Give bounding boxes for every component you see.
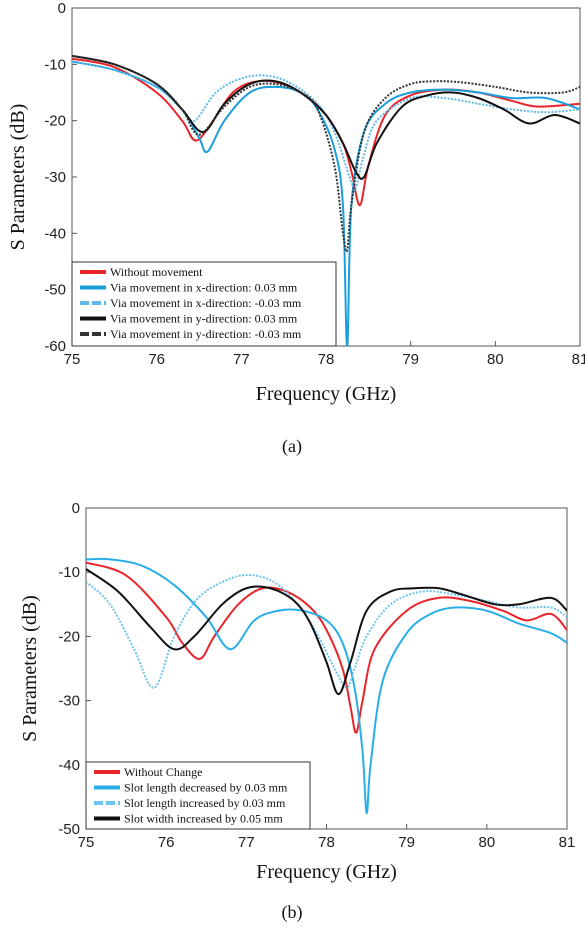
- y-tick-label: -40: [58, 757, 80, 774]
- legend: [85, 761, 311, 830]
- legend-label: Without movement: [110, 265, 203, 279]
- panel-caption: (a): [282, 436, 302, 457]
- x-tick-label: 81: [559, 834, 576, 851]
- series-line-3: [72, 54, 580, 180]
- y-tick-label: -30: [44, 169, 66, 186]
- chart-a: 75 76 77 78 79 80 81 0 -10 -20 -30 -40 -50 -60 Frequen…: [7, 0, 585, 457]
- x-tick-label: 76: [148, 351, 165, 368]
- x-tick-label: 79: [402, 351, 419, 368]
- x-tick-label: 78: [318, 834, 335, 851]
- legend-label: Via movement in y-direction: -0.03 mm: [110, 327, 302, 341]
- x-tick-label: 79: [398, 834, 415, 851]
- series-line-1: [72, 60, 580, 346]
- y-tick-label: -20: [44, 113, 66, 130]
- series-line-4: [72, 54, 580, 253]
- y-axis-label: S Parameters (dB): [19, 595, 41, 742]
- x-tick-label: 76: [158, 834, 175, 851]
- x-tick-label: 78: [318, 351, 335, 368]
- legend-label: Slot length decreased by 0.03 mm: [124, 781, 288, 795]
- legend-label: Without Change: [124, 765, 203, 779]
- y-tick-label: -10: [44, 56, 66, 73]
- y-tick-label: -10: [58, 564, 80, 581]
- y-tick-label: -50: [58, 821, 80, 838]
- series-line-0: [86, 561, 567, 734]
- legend-label: Slot length increased by 0.03 mm: [124, 796, 286, 810]
- legend-label: Via movement in x-direction: 0.03 mm: [110, 281, 298, 295]
- panel-caption: (b): [282, 902, 303, 923]
- y-tick-label: -60: [44, 338, 66, 355]
- x-tick-label: 75: [78, 834, 95, 851]
- x-axis-label: Frequency (GHz): [256, 861, 397, 883]
- x-tick-label: 80: [487, 351, 504, 368]
- x-tick-label: 80: [478, 834, 495, 851]
- legend-label: Slot width increased by 0.05 mm: [124, 812, 283, 826]
- x-tick-label: 77: [233, 351, 250, 368]
- y-tick-label: -40: [44, 225, 66, 242]
- legend-label: Via movement in y-direction: 0.03 mm: [110, 312, 298, 326]
- x-axis-label: Frequency (GHz): [256, 383, 397, 405]
- y-tick-label: -50: [44, 282, 66, 299]
- y-tick-label: -30: [58, 693, 80, 710]
- y-tick-label: 0: [72, 500, 80, 517]
- legend-label: Via movement in x-direction: -0.03 mm: [110, 296, 302, 310]
- series-line-1: [86, 557, 567, 814]
- x-tick-label: 81: [572, 351, 585, 368]
- legend: [71, 261, 337, 347]
- y-tick-label: -20: [58, 628, 80, 645]
- series-line-2: [86, 573, 567, 689]
- x-tick-label: 75: [64, 351, 81, 368]
- y-axis-label: S Parameters (dB): [7, 104, 29, 251]
- chart-b: 75 76 77 78 79 80 81 0 -10 -20 -30 -40 -50 Frequency …: [19, 500, 575, 923]
- series-line-3: [86, 568, 567, 696]
- y-tick-label: 0: [58, 0, 66, 17]
- x-tick-label: 77: [238, 834, 255, 851]
